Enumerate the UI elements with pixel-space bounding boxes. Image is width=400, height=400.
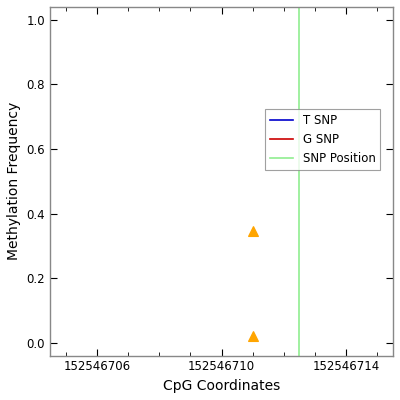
Y-axis label: Methylation Frequency: Methylation Frequency bbox=[7, 102, 21, 260]
X-axis label: CpG Coordinates: CpG Coordinates bbox=[163, 379, 280, 393]
Legend: T SNP, G SNP, SNP Position: T SNP, G SNP, SNP Position bbox=[265, 109, 380, 170]
